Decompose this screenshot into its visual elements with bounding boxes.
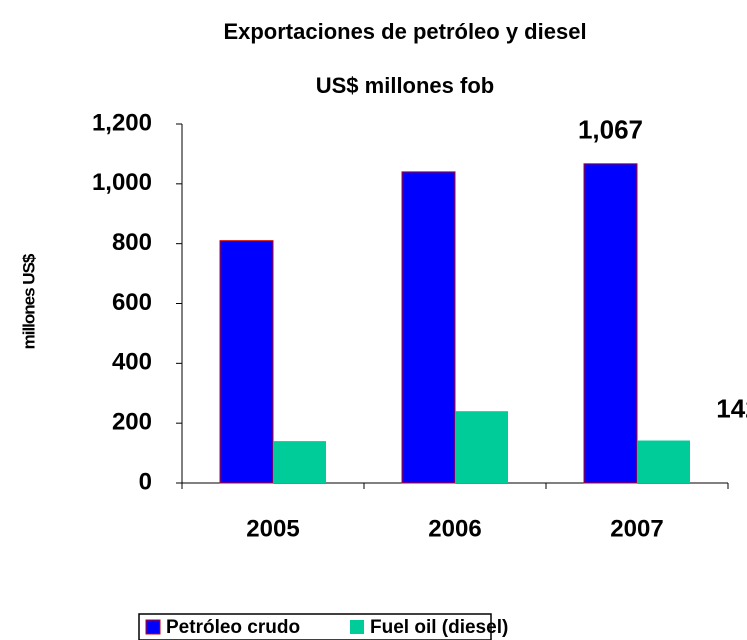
legend-label: Petróleo crudo (166, 617, 300, 638)
y-tick-label: 200 (112, 409, 152, 436)
chart-subtitle: US$ millones fob (316, 73, 494, 98)
data-label: 1,067 (578, 115, 643, 145)
y-tick-label: 600 (112, 289, 152, 316)
x-tick-label: 2007 (610, 515, 663, 542)
chart-title: Exportaciones de petróleo y diesel (223, 19, 586, 44)
y-tick-label: 1,200 (92, 109, 152, 136)
bar (219, 240, 274, 484)
legend-swatch (350, 620, 364, 634)
x-tick-label: 2006 (428, 515, 481, 542)
y-tick-label: 800 (112, 229, 152, 256)
bar (455, 411, 508, 483)
y-axis-title: millones US$ (19, 253, 38, 349)
bar (273, 441, 326, 483)
y-tick-label: 0 (139, 468, 152, 495)
x-tick-label: 2005 (246, 515, 299, 542)
legend-swatch (145, 619, 161, 635)
legend (138, 613, 492, 640)
y-tick-label: 1,000 (92, 169, 152, 196)
data-label: 142 (716, 393, 747, 423)
bar (401, 171, 456, 484)
y-tick-label: 400 (112, 349, 152, 376)
bar (637, 440, 690, 483)
bar (583, 163, 638, 484)
legend-label: Fuel oil (diesel) (370, 617, 508, 638)
